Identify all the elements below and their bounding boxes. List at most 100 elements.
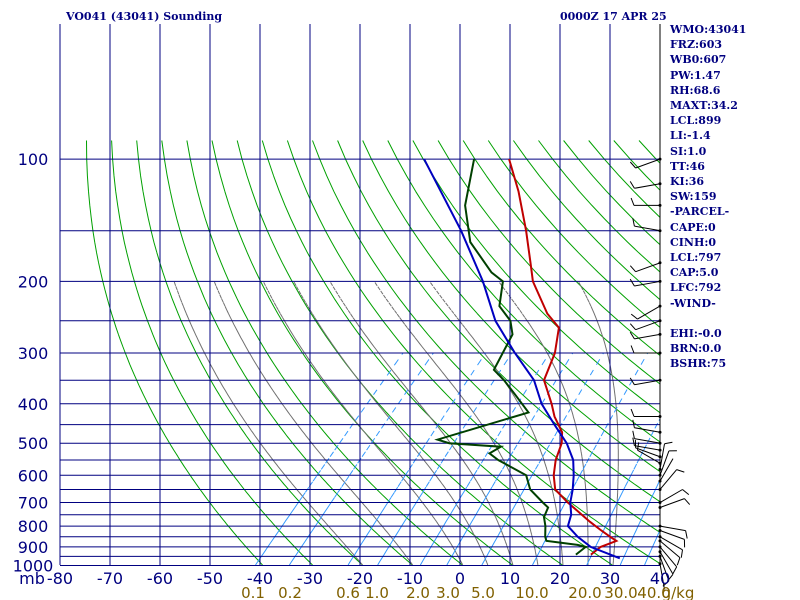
mixing-ratio-tick-label: 3.0 bbox=[436, 584, 460, 600]
wind-barb-flag bbox=[629, 265, 636, 273]
mixing-ratio-line bbox=[619, 479, 661, 566]
dry-adiabat-line bbox=[236, 140, 563, 566]
moist-adiabat-line bbox=[213, 281, 414, 566]
wind-barb-flag bbox=[667, 573, 674, 581]
dry-adiabat-line bbox=[638, 140, 661, 164]
stat-line: EHI:-0.0 bbox=[670, 327, 722, 341]
stat-line: CINH:0 bbox=[670, 235, 717, 249]
temperature-tick-label: 20 bbox=[550, 569, 570, 588]
mixing-ratio-tick-label: 10.0 bbox=[515, 584, 548, 600]
pressure-tick-label: 700 bbox=[18, 494, 49, 513]
wind-barb bbox=[637, 305, 661, 320]
wind-barb bbox=[635, 158, 661, 169]
temperature-tick-label: -80 bbox=[47, 569, 73, 588]
wind-barb bbox=[659, 458, 674, 482]
pressure-tick-label: 500 bbox=[18, 434, 49, 453]
dry-adiabat-line bbox=[563, 140, 661, 245]
temperature-tick-label: -40 bbox=[247, 569, 273, 588]
mixing-ratio-line bbox=[419, 352, 550, 566]
temperature-tick-label: -50 bbox=[197, 569, 223, 588]
moist-adiabat-line bbox=[498, 281, 589, 565]
wind-barb bbox=[634, 379, 661, 386]
wind-barb bbox=[634, 280, 661, 287]
valid-time: 0000Z 17 APR 25 bbox=[560, 10, 667, 23]
stat-line: LCL:899 bbox=[670, 114, 722, 128]
wind-barb-flag bbox=[676, 557, 681, 566]
mixing-ratio-tick-label: 2.0 bbox=[406, 584, 430, 600]
wind-barb bbox=[659, 443, 665, 470]
wind-barb-flag bbox=[680, 549, 683, 558]
wind-barb-flag bbox=[664, 441, 673, 445]
dry-adiabat-line bbox=[312, 140, 661, 533]
parcel-line bbox=[423, 158, 621, 560]
dry-adiabat-line bbox=[111, 140, 313, 566]
pressure-tick-label: 900 bbox=[18, 538, 49, 557]
wind-barb bbox=[634, 225, 661, 232]
mixing-ratio-tick-label: 0.1 bbox=[241, 584, 265, 600]
wind-barb bbox=[635, 447, 661, 458]
wind-barb bbox=[659, 546, 678, 568]
dry-adiabat-line bbox=[337, 140, 661, 503]
temperature-line bbox=[508, 158, 619, 556]
wind-barb bbox=[659, 498, 685, 508]
stat-line: RH:68.6 bbox=[670, 83, 721, 97]
stat-line: KI:36 bbox=[670, 175, 705, 189]
wind-barb bbox=[634, 438, 661, 444]
dry-adiabat-line bbox=[86, 140, 263, 566]
wind-barb bbox=[634, 333, 661, 340]
temperature-tick-label: -10 bbox=[397, 569, 423, 588]
wind-barb-flag bbox=[684, 498, 691, 505]
mixing-ratio-tick-label: 30.0 bbox=[604, 584, 637, 600]
wind-barb-flag bbox=[676, 469, 685, 473]
wind-barb-flag bbox=[682, 489, 690, 495]
dry-adiabat-line bbox=[462, 140, 661, 356]
stat-line: FRZ:603 bbox=[670, 38, 723, 52]
wind-barb bbox=[637, 449, 661, 464]
wind-barb bbox=[634, 445, 661, 451]
dry-adiabat-line bbox=[487, 140, 661, 328]
dry-adiabat-line bbox=[588, 140, 661, 218]
temperature-tick-label: -70 bbox=[97, 569, 123, 588]
moist-adiabat-line bbox=[262, 281, 464, 566]
wind-barb bbox=[659, 525, 686, 532]
sounding-indices: WMO:43041 FRZ:603 WB0:607 PW:1.47 RH:68.6 MAX… bbox=[670, 22, 798, 372]
wind-barb-flag bbox=[630, 197, 635, 206]
stat-line: LCL:797 bbox=[670, 251, 722, 265]
wind-barb bbox=[659, 469, 678, 490]
isotherms bbox=[59, 24, 661, 565]
wind-barb bbox=[659, 536, 683, 551]
dry-adiabat-line bbox=[387, 140, 661, 443]
wind-barb bbox=[659, 530, 685, 540]
temperature-tick-label: -20 bbox=[347, 569, 373, 588]
mixing-ratio-tick-label: 5.0 bbox=[471, 584, 495, 600]
wind-barb bbox=[634, 183, 661, 189]
wind-barb-flag bbox=[629, 331, 635, 340]
stat-line: SI:1.0 bbox=[670, 144, 707, 158]
temperature-tick-label: 0 bbox=[455, 569, 465, 588]
wind-barb-flag bbox=[630, 408, 635, 417]
stat-line: CAP:5.0 bbox=[670, 266, 719, 280]
pressure-tick-label: 600 bbox=[18, 466, 49, 485]
pressure-tick-label: 800 bbox=[18, 517, 49, 536]
moist-adiabat-line bbox=[173, 281, 363, 566]
sounding-profiles bbox=[423, 158, 621, 560]
stat-line: LFC:792 bbox=[670, 281, 722, 295]
stat-line: PW:1.47 bbox=[670, 68, 721, 82]
isobars bbox=[59, 24, 661, 566]
wind-barb-flag bbox=[629, 323, 636, 331]
stat-line: -PARCEL- bbox=[670, 205, 730, 219]
wind-barb bbox=[659, 556, 670, 582]
wind-barb bbox=[634, 427, 661, 433]
wind-barb-flag bbox=[629, 161, 636, 169]
wind-barb-flag bbox=[630, 313, 638, 320]
moist-adiabat-line bbox=[577, 281, 619, 566]
stat-line: CAPE:0 bbox=[670, 220, 716, 234]
wind-barb bbox=[659, 450, 670, 476]
wind-barb bbox=[659, 489, 683, 503]
wind-barb-flag bbox=[632, 218, 635, 227]
temperature-tick-label: -60 bbox=[147, 569, 173, 588]
wind-barb-flag bbox=[632, 419, 635, 428]
stat-line: BRN:0.0 bbox=[670, 342, 722, 356]
